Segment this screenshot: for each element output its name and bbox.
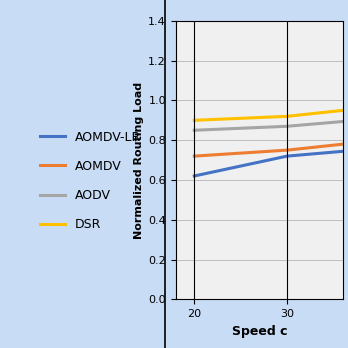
Y-axis label: Normalized Routing Load: Normalized Routing Load — [134, 81, 144, 239]
X-axis label: Speed c: Speed c — [231, 325, 287, 338]
Legend: AOMDV-LR, AOMDV, AODV, DSR: AOMDV-LR, AOMDV, AODV, DSR — [35, 126, 146, 236]
